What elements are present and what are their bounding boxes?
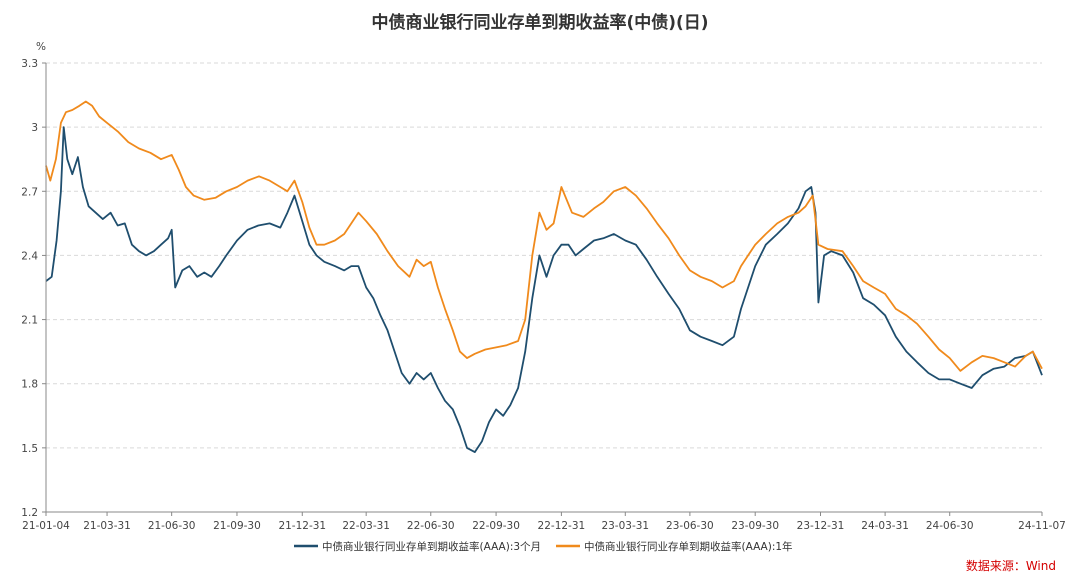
x-tick-label: 24-03-31 (861, 520, 909, 532)
chart-title: 中债商业银行同业存单到期收益率(中债)(日) (371, 12, 708, 33)
series-lines (45, 100, 1043, 454)
x-tick-label: 21-12-31 (278, 520, 326, 532)
data-source-note: 数据来源：Wind (966, 558, 1056, 573)
x-tick-label: 22-09-30 (472, 520, 520, 532)
legend: 中债商业银行同业存单到期收益率(AAA):3个月 中债商业银行同业存单到期收益率… (294, 540, 793, 553)
legend-label-3m: 中债商业银行同业存单到期收益率(AAA):3个月 (322, 540, 541, 553)
x-tick-label: 23-03-31 (601, 520, 649, 532)
x-tick-label: 23-12-31 (797, 520, 845, 532)
x-tick-label: 22-03-31 (342, 520, 390, 532)
y-tick-label: 3.3 (21, 58, 38, 70)
y-tick-label: 2.7 (21, 186, 38, 198)
y-tick-label: 1.8 (21, 379, 38, 391)
x-tick-label: 24-06-30 (926, 520, 974, 532)
series-line-3m (45, 126, 1043, 454)
legend-label-1y: 中债商业银行同业存单到期收益率(AAA):1年 (584, 540, 793, 553)
x-tick-label: 21-09-30 (213, 520, 261, 532)
y-axis-unit: % (36, 41, 46, 53)
x-tick-label: 24-11-07 (1018, 520, 1066, 532)
y-tick-label: 1.5 (21, 443, 38, 455)
x-tick-label: 23-06-30 (666, 520, 714, 532)
x-tick-label: 22-12-31 (538, 520, 586, 532)
x-tick-label: 21-03-31 (83, 520, 131, 532)
grid-lines (46, 62, 1042, 449)
x-tick-label: 21-06-30 (148, 520, 196, 532)
x-tick-label: 23-09-30 (731, 520, 779, 532)
y-tick-label: 3 (31, 122, 38, 134)
x-axis-ticks: 21-01-04 21-03-31 21-06-30 21-09-30 21-12-31… (22, 512, 1066, 532)
y-tick-label: 2.4 (21, 250, 38, 262)
x-tick-label: 22-06-30 (407, 520, 455, 532)
series-line-1y (45, 100, 1043, 372)
y-axis-ticks: 1.2 1.5 1.8 2.1 2.4 2.7 3 3.3 (21, 58, 46, 519)
y-tick-label: 2.1 (21, 315, 38, 327)
x-tick-label: 21-01-04 (22, 520, 70, 532)
y-tick-label: 1.2 (21, 507, 38, 519)
